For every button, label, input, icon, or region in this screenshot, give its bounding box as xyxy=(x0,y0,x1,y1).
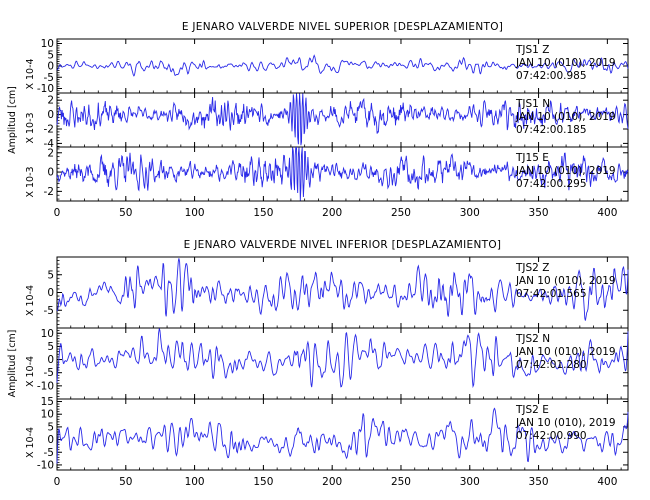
scale-label: X 10-4 xyxy=(25,58,36,89)
y-tick-label: 0 xyxy=(47,287,54,299)
scale-label: X 10-4 xyxy=(25,356,36,387)
y-tick-label: -10 xyxy=(37,380,54,392)
time-label: 07:42:00.990 xyxy=(516,430,587,442)
x-tick-label: 200 xyxy=(322,476,342,488)
x-tick-label: 200 xyxy=(322,207,342,219)
x-tick-label: 0 xyxy=(54,207,61,219)
y-tick-label: 10 xyxy=(41,38,54,50)
series-trace xyxy=(56,93,629,146)
chart-title: E JENARO VALVERDE NIVEL INFERIOR [DESPLA… xyxy=(184,239,502,251)
x-tick-label: 350 xyxy=(529,476,549,488)
series-trace xyxy=(56,54,629,77)
x-tick-label: 100 xyxy=(185,207,205,219)
y-tick-label: 5 xyxy=(47,49,54,61)
y-tick-label: -5 xyxy=(44,305,54,317)
chart-group-1: E JENARO VALVERDE NIVEL SUPERIOR [DESPLA… xyxy=(7,21,629,219)
station-label: TJ15 E xyxy=(515,152,549,164)
y-tick-label: -5 xyxy=(44,447,54,459)
x-tick-label: 250 xyxy=(391,207,411,219)
x-tick-label: 400 xyxy=(597,476,617,488)
time-label: 07:42:01.280 xyxy=(516,359,587,371)
time-label: 07:42:00.985 xyxy=(516,70,587,82)
station-label: TJS2 N xyxy=(515,333,550,345)
y-tick-label: -2 xyxy=(44,186,54,198)
x-tick-label: 300 xyxy=(460,207,480,219)
y-axis-label: Amplitud [cm] xyxy=(7,86,18,154)
time-label: 07:42:00.185 xyxy=(516,124,587,136)
x-tick-label: 150 xyxy=(253,476,273,488)
time-label: 07:42:01.565 xyxy=(516,288,587,300)
y-tick-label: -5 xyxy=(44,72,54,84)
y-tick-label: 5 xyxy=(47,421,54,433)
y-tick-label: 0 xyxy=(47,354,54,366)
y-axis-label: Amplitud [cm] xyxy=(7,330,18,398)
date-label: JAN 10 (010), 2019 xyxy=(515,346,616,358)
time-label: 07:42:00.295 xyxy=(516,178,587,190)
station-label: TJS1 Z xyxy=(515,44,549,56)
panel-frame xyxy=(56,146,629,202)
series-trace xyxy=(56,258,629,321)
series-trace xyxy=(56,407,629,464)
x-tick-label: 150 xyxy=(253,207,273,219)
y-tick-label: 0 xyxy=(47,167,54,179)
y-tick-label: 2 xyxy=(47,95,54,107)
y-tick-label: 0 xyxy=(47,109,54,121)
x-tick-label: 50 xyxy=(119,207,132,219)
date-label: JAN 10 (010), 2019 xyxy=(515,57,616,69)
y-tick-label: 2 xyxy=(47,147,54,159)
scale-label: X 10-3 xyxy=(25,112,36,143)
date-label: JAN 10 (010), 2019 xyxy=(515,417,616,429)
chart-title: E JENARO VALVERDE NIVEL SUPERIOR [DESPLA… xyxy=(182,21,503,33)
date-label: JAN 10 (010), 2019 xyxy=(515,275,616,287)
date-label: JAN 10 (010), 2019 xyxy=(515,165,616,177)
x-tick-label: 300 xyxy=(460,476,480,488)
x-tick-label: 400 xyxy=(597,207,617,219)
scale-label: X 10-3 xyxy=(25,166,36,197)
scale-label: X 10-4 xyxy=(25,427,36,458)
y-tick-label: 10 xyxy=(41,328,54,340)
series-trace xyxy=(56,328,629,389)
y-tick-label: -10 xyxy=(37,459,54,471)
y-tick-label: -10 xyxy=(37,83,54,95)
y-tick-label: 0 xyxy=(47,61,54,73)
station-label: TJS1 N xyxy=(515,98,550,110)
y-tick-label: 10 xyxy=(41,409,54,421)
y-tick-label: 0 xyxy=(47,434,54,446)
series-trace xyxy=(56,147,629,201)
x-tick-label: 350 xyxy=(529,207,549,219)
station-label: TJS2 Z xyxy=(515,262,549,274)
x-tick-label: 250 xyxy=(391,476,411,488)
date-label: JAN 10 (010), 2019 xyxy=(515,111,616,123)
y-tick-label: 5 xyxy=(47,269,54,281)
y-tick-label: 5 xyxy=(47,341,54,353)
scale-label: X 10-4 xyxy=(25,285,36,316)
chart-group-2: E JENARO VALVERDE NIVEL INFERIOR [DESPLA… xyxy=(7,239,629,488)
station-label: TJS2 E xyxy=(515,404,549,416)
x-tick-label: 50 xyxy=(119,476,132,488)
y-tick-label: -2 xyxy=(44,124,54,136)
x-tick-label: 0 xyxy=(54,476,61,488)
x-tick-label: 100 xyxy=(185,476,205,488)
y-tick-label: -4 xyxy=(44,138,55,150)
figure-root: E JENARO VALVERDE NIVEL SUPERIOR [DESPLA… xyxy=(7,21,629,488)
y-tick-label: -5 xyxy=(44,367,54,379)
y-tick-label: 15 xyxy=(41,396,54,408)
